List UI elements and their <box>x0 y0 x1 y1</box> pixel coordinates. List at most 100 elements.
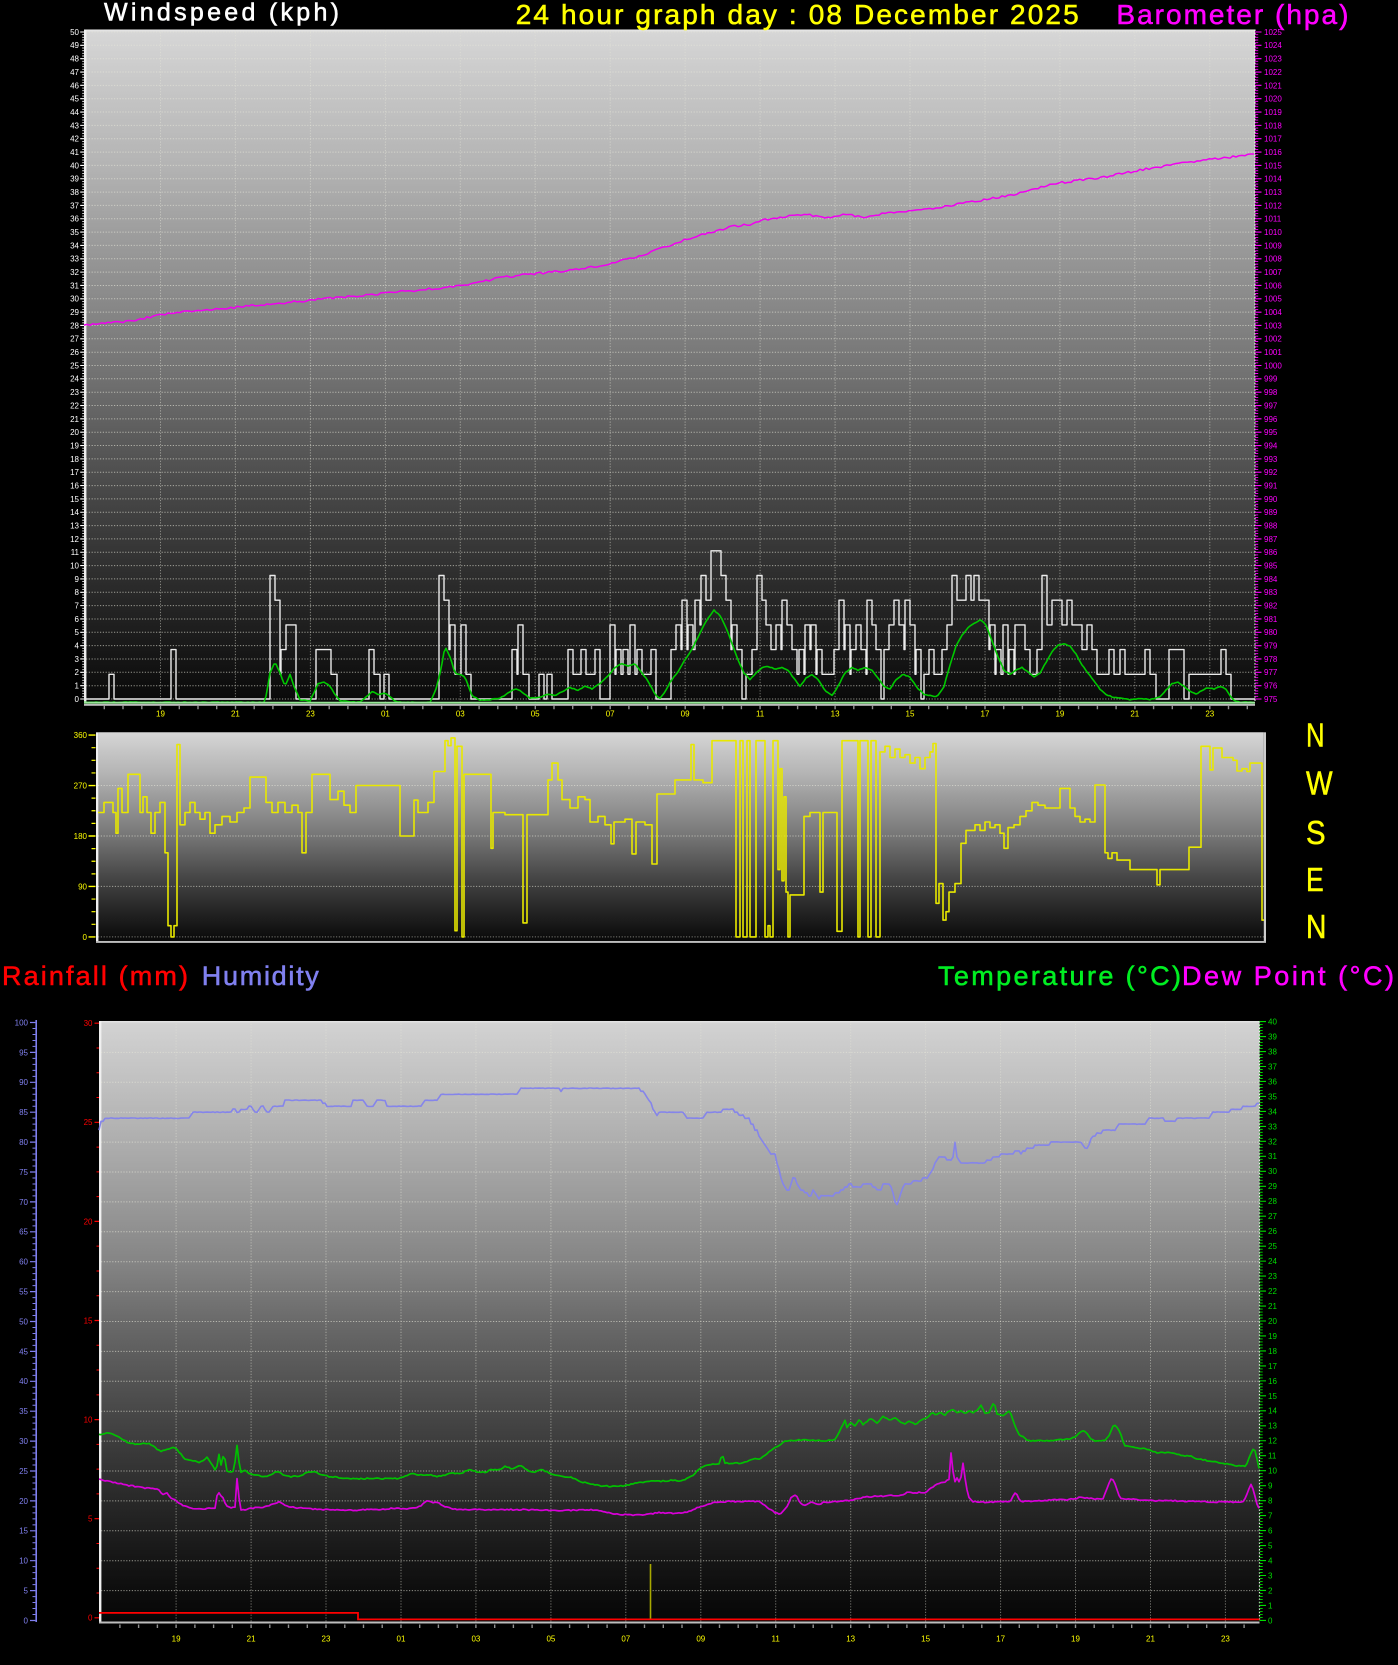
svg-text:2: 2 <box>1268 1586 1273 1595</box>
svg-text:03: 03 <box>456 710 465 719</box>
svg-text:270: 270 <box>74 781 88 790</box>
svg-text:997: 997 <box>1264 401 1278 410</box>
svg-text:36: 36 <box>70 215 79 224</box>
svg-text:0: 0 <box>1268 1616 1273 1625</box>
svg-text:Rainfall (mm): Rainfall (mm) <box>2 961 188 991</box>
svg-text:85: 85 <box>19 1108 28 1117</box>
svg-text:985: 985 <box>1264 562 1278 571</box>
svg-text:998: 998 <box>1264 388 1278 397</box>
svg-text:0: 0 <box>83 933 88 942</box>
svg-text:1005: 1005 <box>1264 295 1282 304</box>
svg-text:44: 44 <box>70 108 79 117</box>
svg-text:1011: 1011 <box>1264 215 1282 224</box>
svg-text:21: 21 <box>231 710 240 719</box>
svg-text:3: 3 <box>1268 1571 1273 1580</box>
svg-text:18: 18 <box>1268 1347 1277 1356</box>
svg-text:19: 19 <box>156 710 165 719</box>
svg-text:70: 70 <box>19 1198 28 1207</box>
svg-text:15: 15 <box>921 1635 930 1644</box>
svg-text:30: 30 <box>70 295 79 304</box>
svg-text:13: 13 <box>846 1635 855 1644</box>
svg-text:33: 33 <box>70 255 79 264</box>
svg-text:17: 17 <box>1268 1362 1277 1371</box>
svg-text:24: 24 <box>70 375 79 384</box>
svg-text:32: 32 <box>1268 1137 1277 1146</box>
svg-text:19: 19 <box>1071 1635 1080 1644</box>
svg-text:35: 35 <box>19 1407 28 1416</box>
svg-text:19: 19 <box>1055 710 1064 719</box>
svg-text:1013: 1013 <box>1264 188 1282 197</box>
svg-text:6: 6 <box>75 615 80 624</box>
svg-text:45: 45 <box>19 1347 28 1356</box>
svg-text:Temperature (°C): Temperature (°C) <box>938 961 1181 991</box>
svg-text:5: 5 <box>75 628 80 637</box>
svg-text:0: 0 <box>24 1616 29 1625</box>
svg-text:25: 25 <box>19 1467 28 1476</box>
svg-text:47: 47 <box>70 68 79 77</box>
svg-text:7: 7 <box>1268 1512 1273 1521</box>
svg-text:55: 55 <box>19 1288 28 1297</box>
svg-text:1014: 1014 <box>1264 175 1282 184</box>
svg-text:14: 14 <box>70 508 79 517</box>
svg-text:982: 982 <box>1264 602 1278 611</box>
svg-text:13: 13 <box>1268 1422 1277 1431</box>
svg-text:1: 1 <box>75 682 80 691</box>
svg-text:1022: 1022 <box>1264 68 1282 77</box>
svg-text:37: 37 <box>1268 1062 1277 1071</box>
svg-text:15: 15 <box>84 1316 93 1325</box>
svg-text:34: 34 <box>70 241 79 250</box>
svg-text:5: 5 <box>24 1587 29 1596</box>
svg-text:1015: 1015 <box>1264 161 1282 170</box>
svg-text:45: 45 <box>70 95 79 104</box>
svg-text:3: 3 <box>75 655 80 664</box>
svg-text:1003: 1003 <box>1264 321 1282 330</box>
svg-text:21: 21 <box>1146 1635 1155 1644</box>
svg-text:1008: 1008 <box>1264 255 1282 264</box>
svg-text:12: 12 <box>1268 1437 1277 1446</box>
svg-text:975: 975 <box>1264 695 1278 704</box>
svg-text:1001: 1001 <box>1264 348 1282 357</box>
svg-text:1021: 1021 <box>1264 81 1282 90</box>
svg-text:100: 100 <box>15 1018 29 1027</box>
svg-text:1016: 1016 <box>1264 148 1282 157</box>
svg-text:Humidity: Humidity <box>202 961 319 991</box>
svg-text:01: 01 <box>397 1635 406 1644</box>
svg-text:20: 20 <box>84 1217 93 1226</box>
svg-text:05: 05 <box>546 1635 555 1644</box>
svg-text:8: 8 <box>1268 1497 1273 1506</box>
svg-text:E: E <box>1306 862 1324 899</box>
svg-text:1006: 1006 <box>1264 281 1282 290</box>
svg-text:1018: 1018 <box>1264 121 1282 130</box>
svg-text:11: 11 <box>71 548 80 557</box>
svg-text:31: 31 <box>70 281 79 290</box>
svg-text:999: 999 <box>1264 375 1278 384</box>
svg-text:23: 23 <box>1268 1272 1277 1281</box>
svg-text:40: 40 <box>19 1377 28 1386</box>
svg-text:14: 14 <box>1268 1407 1277 1416</box>
svg-text:50: 50 <box>70 28 79 37</box>
svg-text:S: S <box>1306 815 1326 852</box>
svg-text:15: 15 <box>1268 1392 1277 1401</box>
svg-text:978: 978 <box>1264 655 1278 664</box>
svg-text:989: 989 <box>1264 508 1278 517</box>
svg-text:42: 42 <box>70 135 79 144</box>
svg-text:1009: 1009 <box>1264 241 1282 250</box>
svg-text:39: 39 <box>70 175 79 184</box>
svg-text:36: 36 <box>1268 1077 1277 1086</box>
svg-text:N: N <box>1306 718 1325 755</box>
svg-text:43: 43 <box>70 121 79 130</box>
svg-text:10: 10 <box>1268 1467 1277 1476</box>
svg-text:22: 22 <box>1268 1287 1277 1296</box>
svg-text:75: 75 <box>19 1168 28 1177</box>
svg-text:40: 40 <box>1268 1018 1277 1027</box>
svg-text:993: 993 <box>1264 455 1278 464</box>
svg-text:01: 01 <box>381 710 390 719</box>
svg-text:992: 992 <box>1264 468 1278 477</box>
svg-text:4: 4 <box>75 642 80 651</box>
svg-text:33: 33 <box>1268 1122 1277 1131</box>
svg-text:976: 976 <box>1264 682 1278 691</box>
svg-text:09: 09 <box>681 710 690 719</box>
svg-text:11: 11 <box>756 710 765 719</box>
svg-text:90: 90 <box>19 1078 28 1087</box>
svg-text:1007: 1007 <box>1264 268 1282 277</box>
